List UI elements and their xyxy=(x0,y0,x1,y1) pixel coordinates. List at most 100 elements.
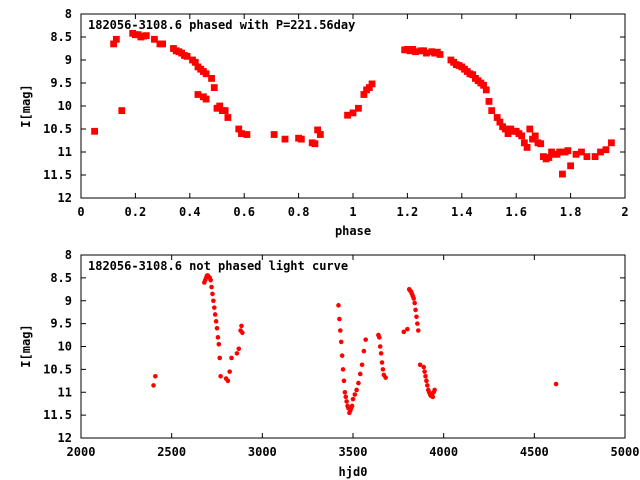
data-point xyxy=(229,355,234,361)
x-axis-title: phase xyxy=(335,224,371,238)
x-tick-label: 0.6 xyxy=(233,205,255,219)
data-point xyxy=(421,364,427,370)
data-point xyxy=(357,371,363,377)
x-tick-label: 2 xyxy=(621,205,628,219)
x-tick-label: 5000 xyxy=(611,445,640,459)
data-point xyxy=(338,339,344,345)
data-point xyxy=(425,383,430,388)
data-point xyxy=(210,291,215,297)
data-point xyxy=(567,162,574,170)
data-point xyxy=(352,392,358,397)
data-point xyxy=(239,323,244,329)
data-point xyxy=(363,337,368,342)
data-point xyxy=(297,135,305,143)
y-tick-label: 12 xyxy=(58,431,72,445)
data-point xyxy=(355,104,362,112)
y-tick-label: 11.5 xyxy=(43,168,72,182)
data-point xyxy=(151,383,156,388)
data-point xyxy=(214,325,220,331)
data-point xyxy=(349,403,355,409)
data-point xyxy=(344,399,349,404)
data-point xyxy=(349,109,357,117)
x-tick-label: 0.2 xyxy=(125,205,147,219)
data-point xyxy=(583,153,591,161)
data-point xyxy=(151,35,158,43)
data-point xyxy=(339,353,345,358)
data-point xyxy=(422,369,427,374)
data-point xyxy=(602,146,610,154)
data-point xyxy=(354,387,359,393)
y-tick-label: 10.5 xyxy=(43,362,72,376)
data-point xyxy=(376,335,382,340)
y-tick-label: 11 xyxy=(58,385,72,399)
data-point xyxy=(342,389,348,395)
data-point xyxy=(209,284,214,290)
y-tick-label: 9.5 xyxy=(50,317,72,331)
data-point xyxy=(379,360,385,365)
y-tick-label: 11.5 xyxy=(43,408,72,422)
data-point xyxy=(217,355,223,361)
y-tick-label: 9.5 xyxy=(50,76,72,90)
y-tick-label: 10 xyxy=(58,340,72,354)
x-tick-label: 1.6 xyxy=(505,205,527,219)
data-point xyxy=(553,381,559,387)
data-point xyxy=(240,330,245,336)
data-point xyxy=(221,107,229,114)
data-point xyxy=(225,378,231,384)
data-point xyxy=(202,95,210,103)
data-point xyxy=(412,300,417,306)
data-point xyxy=(377,344,383,349)
x-tick-label: 2000 xyxy=(67,445,96,459)
data-point xyxy=(578,148,585,156)
data-point xyxy=(234,351,240,356)
data-point xyxy=(356,380,361,386)
y-tick-label: 9 xyxy=(65,53,72,67)
data-point xyxy=(213,319,219,324)
data-point xyxy=(208,277,213,283)
x-axis-title: hjd0 xyxy=(339,465,368,479)
x-tick-label: 3500 xyxy=(339,445,368,459)
chart-title: 182056-3108.6 not phased light curve xyxy=(88,259,348,273)
data-point xyxy=(311,140,319,148)
data-point xyxy=(608,139,615,147)
data-point xyxy=(482,86,490,94)
data-point xyxy=(270,131,278,138)
data-point xyxy=(537,140,545,148)
x-tick-label: 0.4 xyxy=(179,205,201,219)
data-point xyxy=(243,131,251,138)
data-point xyxy=(159,40,167,48)
x-tick-label: 4000 xyxy=(429,445,458,459)
x-tick-label: 0.8 xyxy=(288,205,310,219)
data-point xyxy=(415,328,421,333)
data-point xyxy=(337,316,342,322)
chart-title: 182056-3108.6 phased with P=221.56day xyxy=(88,18,355,32)
data-point xyxy=(415,321,420,326)
y-tick-label: 8 xyxy=(65,248,72,262)
data-point xyxy=(518,132,526,140)
data-point xyxy=(423,373,428,379)
data-point xyxy=(350,396,356,402)
data-point xyxy=(591,153,599,161)
data-point xyxy=(224,114,232,121)
x-tick-label: 4500 xyxy=(520,445,549,459)
data-point xyxy=(359,362,365,368)
y-tick-label: 8.5 xyxy=(50,30,72,44)
chart-panel-2: 2000 2500 3000 3500 4000 4500 5000 8 8.5 9 9.5 10 10… xyxy=(19,248,639,479)
data-point xyxy=(281,135,289,143)
data-point xyxy=(531,132,539,140)
data-points xyxy=(91,29,615,178)
data-point xyxy=(368,80,376,88)
y-tick-label: 9 xyxy=(65,294,72,308)
data-point xyxy=(361,348,367,354)
data-point xyxy=(341,378,347,384)
data-point xyxy=(216,341,222,347)
data-point xyxy=(411,296,417,301)
x-tick-label: 1 xyxy=(349,205,356,219)
data-point xyxy=(215,335,221,340)
data-point xyxy=(211,298,216,304)
x-tick-label: 0 xyxy=(77,205,84,219)
data-points xyxy=(151,273,559,416)
x-tick-label: 1.8 xyxy=(560,205,582,219)
data-point xyxy=(212,312,218,317)
plot-frame xyxy=(80,254,626,439)
